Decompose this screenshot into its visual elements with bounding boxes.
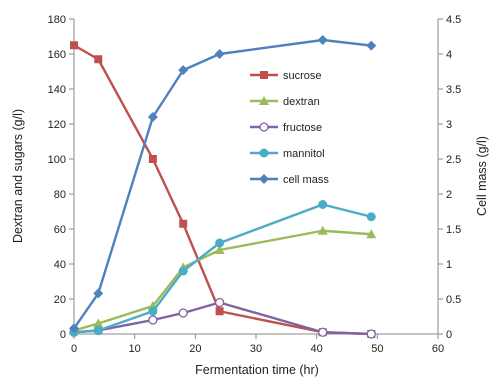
- legend-swatch-marker: [260, 71, 268, 79]
- legend-item-dextran: dextran: [250, 96, 320, 108]
- data-point: [178, 266, 188, 276]
- legend-item-fructose: fructose: [250, 122, 322, 134]
- x-tick-label: 10: [129, 343, 141, 355]
- y-tick-label: 120: [48, 119, 66, 131]
- y-tick-label: 0: [60, 329, 66, 341]
- y-tick-label: 40: [54, 259, 66, 271]
- tick-labels: 0 10 20 30 40 50 6002040608010012014016018000.…: [48, 14, 462, 355]
- data-point: [69, 323, 79, 334]
- data-point: [148, 306, 158, 316]
- legend-item-sucrose: sucrose: [250, 70, 322, 82]
- data-point: [215, 238, 225, 248]
- legend-swatch-marker: [259, 122, 269, 132]
- legend-swatch-marker: [259, 96, 269, 105]
- legend-label: dextran: [283, 96, 320, 108]
- y2-tick-label: 4: [446, 49, 452, 61]
- data-point: [148, 155, 157, 163]
- data-point: [178, 308, 188, 318]
- legend-item-cell-mass: cell mass: [250, 174, 329, 186]
- y-tick-label: 160: [48, 49, 66, 61]
- y2-tick-label: 3: [446, 119, 452, 131]
- data-point: [366, 40, 377, 51]
- data-point: [366, 212, 376, 222]
- legend: sucrose dextran fructose mannitol cell mass: [250, 70, 329, 186]
- y2-tick-label: 2.5: [446, 154, 461, 166]
- data-point: [317, 225, 328, 235]
- series-sucrose: [70, 41, 376, 338]
- data-point: [147, 112, 158, 122]
- data-point: [214, 297, 225, 308]
- legend-item-mannitol: mannitol: [250, 148, 325, 160]
- y-axis-title: Dextran and sugars (g/l): [11, 109, 25, 243]
- y-tick-label: 60: [54, 224, 66, 236]
- y-tick-label: 20: [54, 294, 66, 306]
- x-tick-label: 0: [71, 343, 77, 355]
- data-point: [93, 288, 104, 299]
- y2-tick-label: 4.5: [446, 14, 461, 26]
- legend-label: mannitol: [283, 148, 325, 160]
- axes: [69, 18, 443, 339]
- y-tick-label: 100: [48, 154, 66, 166]
- data-point: [148, 315, 158, 325]
- y2-tick-label: 1.5: [446, 224, 461, 236]
- data-point: [70, 41, 78, 50]
- data-point: [318, 200, 328, 209]
- x-tick-label: 50: [371, 343, 383, 355]
- data-point: [94, 55, 103, 64]
- legend-label: fructose: [283, 122, 322, 134]
- data-point: [318, 327, 328, 337]
- x-tick-label: 40: [311, 343, 323, 355]
- series-line: [73, 44, 372, 336]
- data-point: [214, 245, 225, 254]
- series-cell-mass: [69, 35, 377, 334]
- legend-label: sucrose: [283, 70, 322, 82]
- series-layer: [69, 35, 377, 339]
- data-point: [93, 318, 104, 328]
- data-point: [317, 35, 328, 45]
- y-tick-label: 140: [48, 84, 66, 96]
- x-axis-title: Fermentation time (hr): [195, 363, 319, 377]
- x-tick-label: 30: [250, 343, 262, 355]
- y-tick-label: 180: [48, 14, 66, 26]
- legend-swatch-marker: [259, 174, 269, 184]
- y2-tick-label: 2: [446, 189, 452, 201]
- y2-tick-label: 0.5: [446, 294, 461, 306]
- series-mannitol: [69, 200, 376, 337]
- data-point: [178, 65, 189, 76]
- data-point: [215, 307, 224, 316]
- legend-label: cell mass: [283, 174, 329, 186]
- data-point: [179, 219, 188, 228]
- data-point: [214, 49, 225, 59]
- data-point: [93, 326, 103, 335]
- y-tick-label: 80: [54, 189, 66, 201]
- y2-tick-label: 3.5: [446, 84, 461, 96]
- x-tick-label: 20: [189, 343, 201, 355]
- y2-tick-label: 1: [446, 259, 452, 271]
- data-point: [366, 229, 377, 239]
- y2-axis-title: Cell mass (g/l): [475, 136, 489, 216]
- legend-swatch-marker: [259, 148, 269, 158]
- x-tick-label: 60: [432, 343, 444, 355]
- y2-tick-label: 0: [446, 329, 452, 341]
- data-point: [366, 329, 376, 339]
